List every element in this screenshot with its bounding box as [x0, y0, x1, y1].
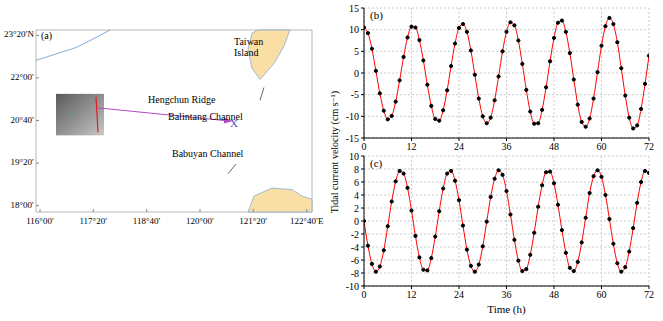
svg-text:TaiwanIsland: TaiwanIsland: [234, 36, 263, 58]
svg-text:10: 10: [349, 152, 359, 162]
svg-text:Babuyan Channel: Babuyan Channel: [172, 148, 244, 159]
svg-text:Hengchun Ridge: Hengchun Ridge: [148, 94, 216, 105]
svg-text:116°00′: 116°00′: [26, 216, 54, 226]
svg-text:-4: -4: [351, 242, 359, 253]
svg-text:118°40′: 118°40′: [133, 216, 161, 226]
svg-text:(a): (a): [41, 30, 52, 42]
svg-text:-15: -15: [346, 133, 359, 144]
svg-text:72: 72: [644, 141, 654, 152]
html-text:(b): (b): [370, 9, 383, 21]
svg-text:15: 15: [349, 3, 359, 14]
svg-text:72: 72: [644, 289, 654, 300]
html-text:Tidal current velocity (cm s⁻¹: Tidal current velocity (cm s⁻¹): [328, 90, 340, 214]
svg-text:120°00′: 120°00′: [186, 216, 214, 226]
svg-text:2: 2: [354, 203, 359, 214]
svg-text:60: 60: [597, 141, 607, 152]
html-text:Time (h): Time (h): [487, 303, 526, 315]
svg-text:X: X: [230, 117, 238, 129]
svg-text:117°20′: 117°20′: [79, 216, 107, 226]
svg-text:6: 6: [354, 177, 359, 188]
html-text:(c): (c): [370, 157, 383, 169]
svg-text:19°20′: 19°20′: [10, 157, 34, 167]
svg-text:122°40′E: 122°40′E: [290, 216, 324, 226]
svg-text:48: 48: [549, 289, 559, 300]
svg-text:36: 36: [502, 289, 512, 300]
svg-text:20°40′: 20°40′: [10, 115, 34, 125]
svg-text:12: 12: [407, 289, 417, 300]
svg-text:0: 0: [354, 216, 359, 227]
svg-text:4: 4: [354, 190, 359, 201]
svg-text:36: 36: [502, 141, 512, 152]
svg-text:18°00′: 18°00′: [10, 200, 34, 210]
svg-text:10: 10: [349, 24, 359, 35]
svg-text:24: 24: [454, 289, 464, 300]
svg-text:Balintang Channel: Balintang Channel: [168, 111, 243, 123]
svg-text:22°00′: 22°00′: [10, 72, 34, 82]
svg-text:12: 12: [407, 141, 417, 152]
svg-text:8: 8: [354, 164, 359, 175]
svg-text:60: 60: [597, 289, 607, 300]
svg-text:24: 24: [454, 141, 464, 152]
svg-text:-5: -5: [351, 89, 359, 100]
svg-text:-2: -2: [351, 229, 359, 240]
svg-text:0: 0: [362, 141, 367, 152]
svg-text:-10: -10: [346, 111, 359, 122]
svg-text:5: 5: [354, 46, 359, 57]
svg-text:0: 0: [354, 68, 359, 79]
svg-text:23°20′N: 23°20′N: [4, 29, 35, 39]
svg-text:-8: -8: [351, 268, 359, 279]
svg-text:121°20′: 121°20′: [239, 216, 267, 226]
svg-text:-10: -10: [346, 281, 359, 292]
svg-text:48: 48: [549, 141, 559, 152]
svg-text:-6: -6: [351, 255, 359, 266]
svg-text:0: 0: [362, 289, 367, 300]
